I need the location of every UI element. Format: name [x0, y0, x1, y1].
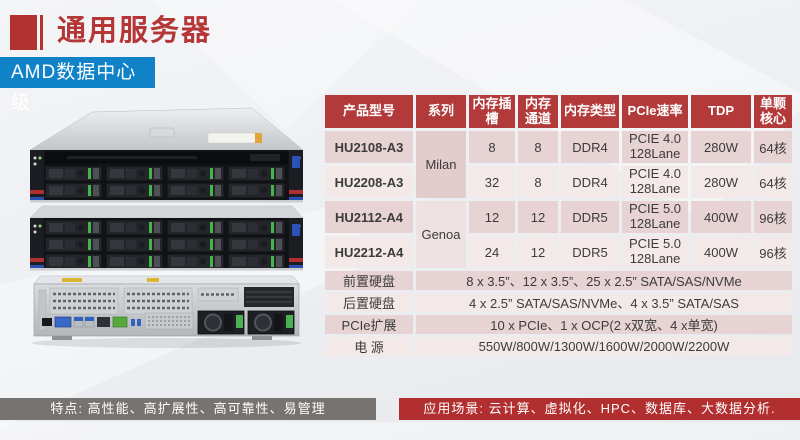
detail-label-power: 电 源 — [325, 337, 413, 356]
detail-value-rear-drives: 4 x 2.5” SATA/SAS/NVMe、4 x 3.5” SATA/SAS — [416, 293, 792, 312]
column-header-series: 系列 — [416, 95, 466, 128]
table-row: HU2108-A3 Milan 8 8 DDR4 PCIE 4.0 128Lan… — [325, 131, 792, 198]
cell-mem-type: DDR5 — [561, 236, 619, 268]
server-front-12bay-image — [29, 205, 304, 271]
detail-label-rear-drives: 后置硬盘 — [325, 293, 413, 312]
cell-model: HU2208-A3 — [325, 166, 413, 198]
spec-table: 产品型号 系列 内存插槽 内存通道 内存类型 PCIe速率 TDP 单颗核心 H… — [322, 92, 795, 359]
cell-mem-channels: 8 — [518, 131, 558, 163]
cell-cores: 64核 — [754, 166, 792, 198]
detail-label-pcie-expansion: PCIe扩展 — [325, 315, 413, 334]
table-detail-row: 电 源 550W/800W/1300W/1600W/2000W/2200W — [325, 337, 792, 356]
column-header-model: 产品型号 — [325, 95, 413, 128]
cell-pcie: PCIE 5.0 128Lane — [622, 236, 688, 268]
cell-series: Milan — [416, 131, 466, 198]
cell-mem-type: DDR5 — [561, 201, 619, 233]
table-row: HU2208-A3 32 8 DDR4 PCIE 4.0 128Lane 280… — [325, 166, 792, 198]
cell-series: Genoa — [416, 201, 466, 268]
category-banner: AMD数据中心级 — [0, 57, 155, 114]
cell-mem-slots: 24 — [469, 236, 515, 268]
cell-cores: 96核 — [754, 201, 792, 233]
cell-tdp: 400W — [691, 236, 751, 268]
page-title: 通用服务器 — [57, 15, 213, 47]
cell-tdp: 400W — [691, 201, 751, 233]
column-header-cores: 单颗核心 — [754, 95, 792, 128]
cell-pcie: PCIE 4.0 128Lane — [622, 166, 688, 198]
cell-cores: 64核 — [754, 131, 792, 163]
title-accent-block — [10, 15, 37, 50]
column-header-mem-channels: 内存通道 — [518, 95, 558, 128]
table-detail-row: 前置硬盘 8 x 3.5”、12 x 3.5”、25 x 2.5” SATA/S… — [325, 271, 792, 290]
cell-pcie: PCIE 4.0 128Lane — [622, 131, 688, 163]
cell-mem-channels: 8 — [518, 166, 558, 198]
detail-value-front-drives: 8 x 3.5”、12 x 3.5”、25 x 2.5” SATA/SAS/NV… — [416, 271, 792, 290]
features-banner: 特点: 高性能、高扩展性、高可靠性、易管理 — [0, 398, 376, 420]
table-header-row: 产品型号 系列 内存插槽 内存通道 内存类型 PCIe速率 TDP 单颗核心 — [325, 95, 792, 128]
cell-model: HU2212-A4 — [325, 236, 413, 268]
cell-mem-channels: 12 — [518, 201, 558, 233]
table-row: HU2212-A4 24 12 DDR5 PCIE 5.0 128Lane 40… — [325, 236, 792, 268]
table-row: HU2112-A4 Genoa 12 12 DDR5 PCIE 5.0 128L… — [325, 201, 792, 268]
column-header-mem-slots: 内存插槽 — [469, 95, 515, 128]
cell-mem-type: DDR4 — [561, 131, 619, 163]
cell-cores: 96核 — [754, 236, 792, 268]
cell-tdp: 280W — [691, 166, 751, 198]
cell-tdp: 280W — [691, 131, 751, 163]
cell-mem-type: DDR4 — [561, 166, 619, 198]
title-accent-line — [40, 15, 43, 50]
cell-pcie: PCIE 5.0 128Lane — [622, 201, 688, 233]
column-header-mem-type: 内存类型 — [561, 95, 619, 128]
cell-mem-slots: 32 — [469, 166, 515, 198]
detail-label-front-drives: 前置硬盘 — [325, 271, 413, 290]
applications-banner: 应用场景: 云计算、虚拟化、HPC、数据库、大数据分析. — [399, 398, 800, 420]
server-front-8bay-image — [29, 107, 304, 203]
table-detail-row: PCIe扩展 10 x PCIe、1 x OCP(2 x双宽、4 x单宽) — [325, 315, 792, 334]
detail-value-power: 550W/800W/1300W/1600W/2000W/2200W — [416, 337, 792, 356]
cell-mem-channels: 12 — [518, 236, 558, 268]
cell-model: HU2108-A3 — [325, 131, 413, 163]
table-detail-row: 后置硬盘 4 x 2.5” SATA/SAS/NVMe、4 x 3.5” SAT… — [325, 293, 792, 312]
column-header-pcie: PCIe速率 — [622, 95, 688, 128]
column-header-tdp: TDP — [691, 95, 751, 128]
server-product-image — [29, 107, 304, 348]
cell-mem-slots: 8 — [469, 131, 515, 163]
cell-mem-slots: 12 — [469, 201, 515, 233]
server-rear-image — [31, 275, 301, 348]
detail-value-pcie-expansion: 10 x PCIe、1 x OCP(2 x双宽、4 x单宽) — [416, 315, 792, 334]
cell-model: HU2112-A4 — [325, 201, 413, 233]
